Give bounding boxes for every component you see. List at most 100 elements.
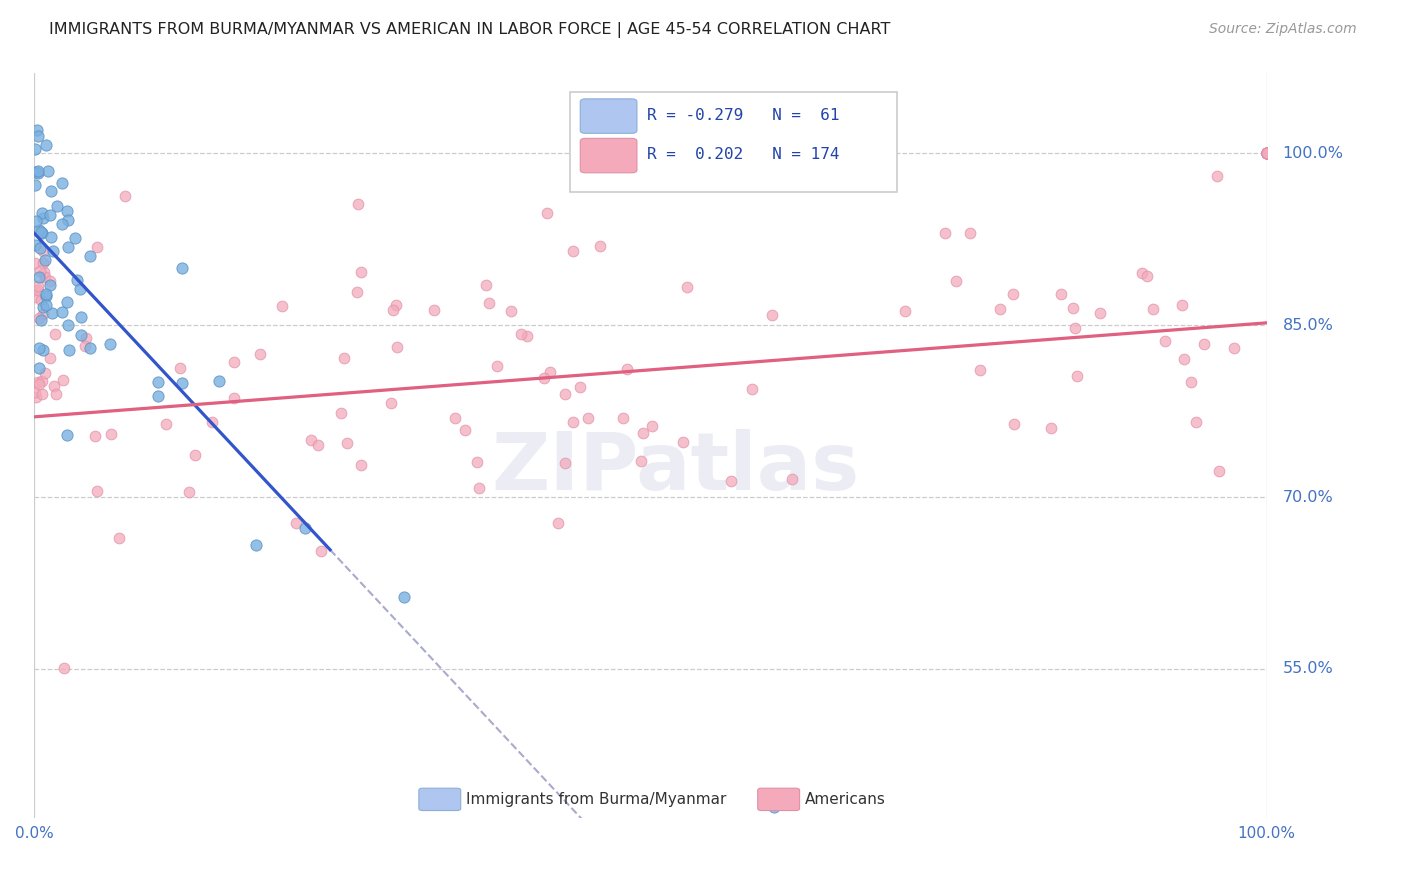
Point [245,538,267,552]
Point [720,474,742,488]
Point [336,436,359,450]
Point [387,340,409,354]
Point [55,428,77,442]
Point [1256,146,1278,161]
Point [1256,146,1278,161]
Point [24,214,46,228]
Point [271,299,294,313]
Point [1256,146,1278,161]
Point [28,241,51,255]
Point [934,226,956,240]
Point [79,341,101,355]
Point [554,386,576,401]
Point [1256,146,1278,161]
Point [25,165,48,179]
Point [24,256,46,270]
Point [478,296,501,310]
Point [24,385,46,400]
Point [1256,146,1278,161]
Point [630,453,652,467]
Point [1256,146,1278,161]
Point [98,337,121,351]
Point [1256,146,1278,161]
Point [51,304,73,318]
Point [1256,146,1278,161]
Point [24,290,46,304]
Point [1256,146,1278,161]
Point [554,456,576,470]
Point [1256,146,1278,161]
Point [79,249,101,263]
Point [589,239,612,253]
Point [346,285,368,299]
Point [562,244,585,259]
Point [1256,146,1278,161]
Point [25,390,48,404]
Point [39,184,62,198]
Point [516,329,538,343]
Point [1256,146,1278,161]
Point [1256,146,1278,161]
Point [51,217,73,231]
Point [350,265,373,279]
Point [1256,146,1278,161]
Point [382,302,405,317]
Point [309,544,332,558]
Point [24,283,46,297]
Point [1256,146,1278,161]
Point [392,590,415,604]
Point [294,521,316,535]
Point [780,472,803,486]
Point [146,389,169,403]
Point [34,265,56,279]
FancyBboxPatch shape [758,789,800,811]
Point [969,363,991,377]
Point [28,341,51,355]
Point [28,376,51,391]
Point [27,376,49,390]
Point [27,128,49,143]
Point [56,213,79,227]
Point [41,244,63,259]
Point [27,166,49,180]
Point [347,197,370,211]
Point [1136,269,1159,284]
Point [69,282,91,296]
Point [1256,146,1278,161]
Text: Immigrants from Burma/Myanmar: Immigrants from Burma/Myanmar [465,792,725,807]
Point [56,203,79,218]
Point [1154,334,1177,348]
Point [1256,146,1278,161]
Point [1002,417,1025,431]
Point [38,277,60,292]
Point [1256,146,1278,161]
Point [485,359,508,373]
Text: 70.0%: 70.0% [1282,490,1333,505]
Point [146,376,169,390]
Point [1184,415,1206,429]
Point [208,374,231,388]
Point [1088,306,1111,320]
Point [1256,146,1278,161]
Point [34,367,56,381]
Text: 85.0%: 85.0% [1282,318,1333,333]
Point [1256,146,1278,161]
Point [307,437,329,451]
Point [28,360,51,375]
Point [35,298,58,312]
Point [172,376,194,390]
Text: ZIPatlas: ZIPatlas [491,429,859,507]
Point [58,318,80,333]
Point [1256,146,1278,161]
Point [741,383,763,397]
Point [45,386,67,401]
Point [114,189,136,203]
Point [561,416,583,430]
Point [1066,368,1088,383]
Point [45,199,67,213]
Point [39,208,62,222]
Point [509,327,531,342]
Point [762,799,785,814]
Point [1256,146,1278,161]
Point [28,269,51,284]
